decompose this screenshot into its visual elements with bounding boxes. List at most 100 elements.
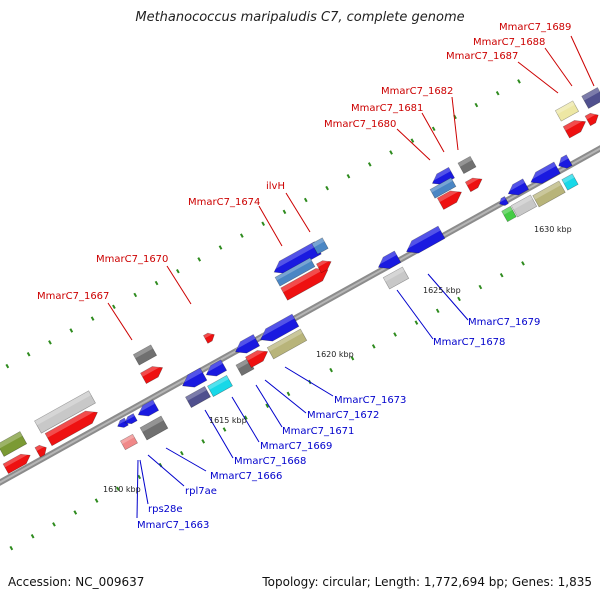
- gene-feature[interactable]: [498, 196, 509, 208]
- accession-text: Accession: NC_009637: [8, 575, 145, 589]
- gene-feature[interactable]: [510, 194, 538, 218]
- tick-mark: [303, 197, 308, 203]
- gene-feature[interactable]: [556, 154, 573, 171]
- gene-feature[interactable]: [140, 362, 165, 385]
- gene-feature[interactable]: [382, 266, 410, 290]
- tick-mark: [435, 308, 440, 314]
- tick-mark: [197, 257, 202, 262]
- forward-leaders: [107, 35, 595, 341]
- gene-feature[interactable]: [554, 100, 580, 122]
- gene-label[interactable]: MmarC7_1671: [282, 426, 354, 437]
- gene-feature[interactable]: [581, 87, 600, 109]
- gene-feature[interactable]: [266, 328, 308, 360]
- gene-label[interactable]: MmarC7_1680: [324, 119, 396, 130]
- gene-feature[interactable]: [375, 250, 402, 273]
- tick-mark: [389, 150, 393, 155]
- tick-mark: [239, 233, 244, 238]
- gene-feature[interactable]: [316, 257, 333, 274]
- gene-feature[interactable]: [135, 399, 160, 420]
- map-title: Methanococcus maripaludis C7, complete g…: [135, 10, 465, 25]
- gene-feature[interactable]: [116, 417, 129, 430]
- gene-feature[interactable]: [185, 385, 211, 409]
- gene-label[interactable]: rps28e: [148, 504, 183, 515]
- gene-label[interactable]: MmarC7_1667: [37, 291, 109, 302]
- gene-label[interactable]: MmarC7_1666: [210, 471, 282, 482]
- gene-feature[interactable]: [464, 174, 484, 193]
- gene-feature[interactable]: [505, 178, 530, 199]
- tick-mark: [282, 209, 287, 215]
- tick-mark: [133, 292, 138, 298]
- gene-feature[interactable]: [528, 161, 561, 188]
- tick-mark: [499, 272, 504, 278]
- scale-label: 1620 kbp: [316, 350, 354, 359]
- gene-feature[interactable]: [562, 116, 589, 139]
- tick-mark: [222, 427, 227, 432]
- gene-feature[interactable]: [0, 431, 28, 457]
- gene-feature[interactable]: [584, 110, 600, 127]
- gene-label[interactable]: MmarC7_1679: [468, 317, 540, 328]
- gene-feature[interactable]: [532, 180, 566, 208]
- gene-label[interactable]: MmarC7_1688: [473, 37, 545, 48]
- tick-mark: [261, 221, 266, 226]
- scale-label: 1615 kbp: [209, 416, 247, 425]
- gene-features: [0, 87, 600, 475]
- tick-mark: [176, 268, 180, 274]
- gene-feature[interactable]: [311, 237, 329, 255]
- tick-mark: [154, 280, 159, 286]
- gene-label[interactable]: MmarC7_1682: [381, 86, 453, 97]
- forward-gene-labels: MmarC7_1667 MmarC7_1670 MmarC7_1674 ilvH…: [37, 22, 571, 302]
- gene-feature[interactable]: [280, 264, 331, 301]
- tick-mark: [367, 162, 372, 167]
- tick-marks: [5, 79, 525, 551]
- tick-mark: [137, 474, 142, 480]
- gene-label[interactable]: MmarC7_1668: [234, 456, 306, 467]
- gene-feature[interactable]: [203, 331, 216, 344]
- gene-feature[interactable]: [139, 415, 169, 441]
- gene-label[interactable]: MmarC7_1669: [260, 441, 332, 452]
- tick-mark: [431, 126, 436, 132]
- gene-feature[interactable]: [403, 225, 446, 258]
- gene-feature[interactable]: [457, 155, 477, 175]
- gene-feature[interactable]: [123, 413, 138, 427]
- gene-label[interactable]: MmarC7_1672: [307, 410, 379, 421]
- gene-label[interactable]: MmarC7_1687: [446, 51, 518, 62]
- gene-feature[interactable]: [429, 177, 457, 199]
- gene-feature[interactable]: [207, 374, 233, 398]
- gene-label[interactable]: ilvH: [266, 181, 285, 192]
- tick-mark: [329, 367, 333, 373]
- gene-label[interactable]: MmarC7_1670: [96, 254, 168, 265]
- tick-mark: [90, 316, 95, 321]
- tick-mark: [350, 356, 355, 361]
- gene-feature[interactable]: [34, 390, 96, 434]
- gene-feature[interactable]: [120, 433, 138, 451]
- tick-mark: [201, 439, 206, 444]
- gene-label[interactable]: rpl7ae: [185, 486, 217, 497]
- gene-feature[interactable]: [203, 359, 228, 380]
- reverse-gene-labels: MmarC7_1663 rps28e rpl7ae MmarC7_1666 Mm…: [137, 317, 540, 531]
- gene-label[interactable]: MmarC7_1673: [334, 395, 406, 406]
- gene-feature[interactable]: [245, 346, 270, 369]
- gene-label[interactable]: MmarC7_1678: [433, 337, 505, 348]
- gene-feature[interactable]: [179, 367, 208, 392]
- tick-mark: [495, 90, 500, 96]
- gene-feature[interactable]: [232, 334, 261, 357]
- tick-mark: [414, 320, 419, 325]
- gene-label[interactable]: MmarC7_1689: [499, 22, 571, 33]
- gene-label[interactable]: MmarC7_1663: [137, 520, 209, 531]
- gene-feature[interactable]: [257, 313, 300, 346]
- tick-mark: [218, 245, 223, 250]
- gene-label[interactable]: MmarC7_1681: [351, 103, 423, 114]
- gene-feature[interactable]: [44, 406, 101, 447]
- tick-mark: [26, 352, 31, 357]
- gene-feature[interactable]: [2, 450, 33, 475]
- tick-mark: [30, 534, 35, 539]
- gene-feature[interactable]: [274, 257, 316, 287]
- gene-feature[interactable]: [561, 173, 579, 191]
- gene-label[interactable]: MmarC7_1674: [188, 197, 260, 208]
- tick-mark: [180, 450, 184, 456]
- gene-feature[interactable]: [436, 186, 464, 210]
- gene-feature[interactable]: [132, 344, 158, 366]
- gene-feature[interactable]: [501, 205, 517, 223]
- gene-feature[interactable]: [34, 443, 49, 458]
